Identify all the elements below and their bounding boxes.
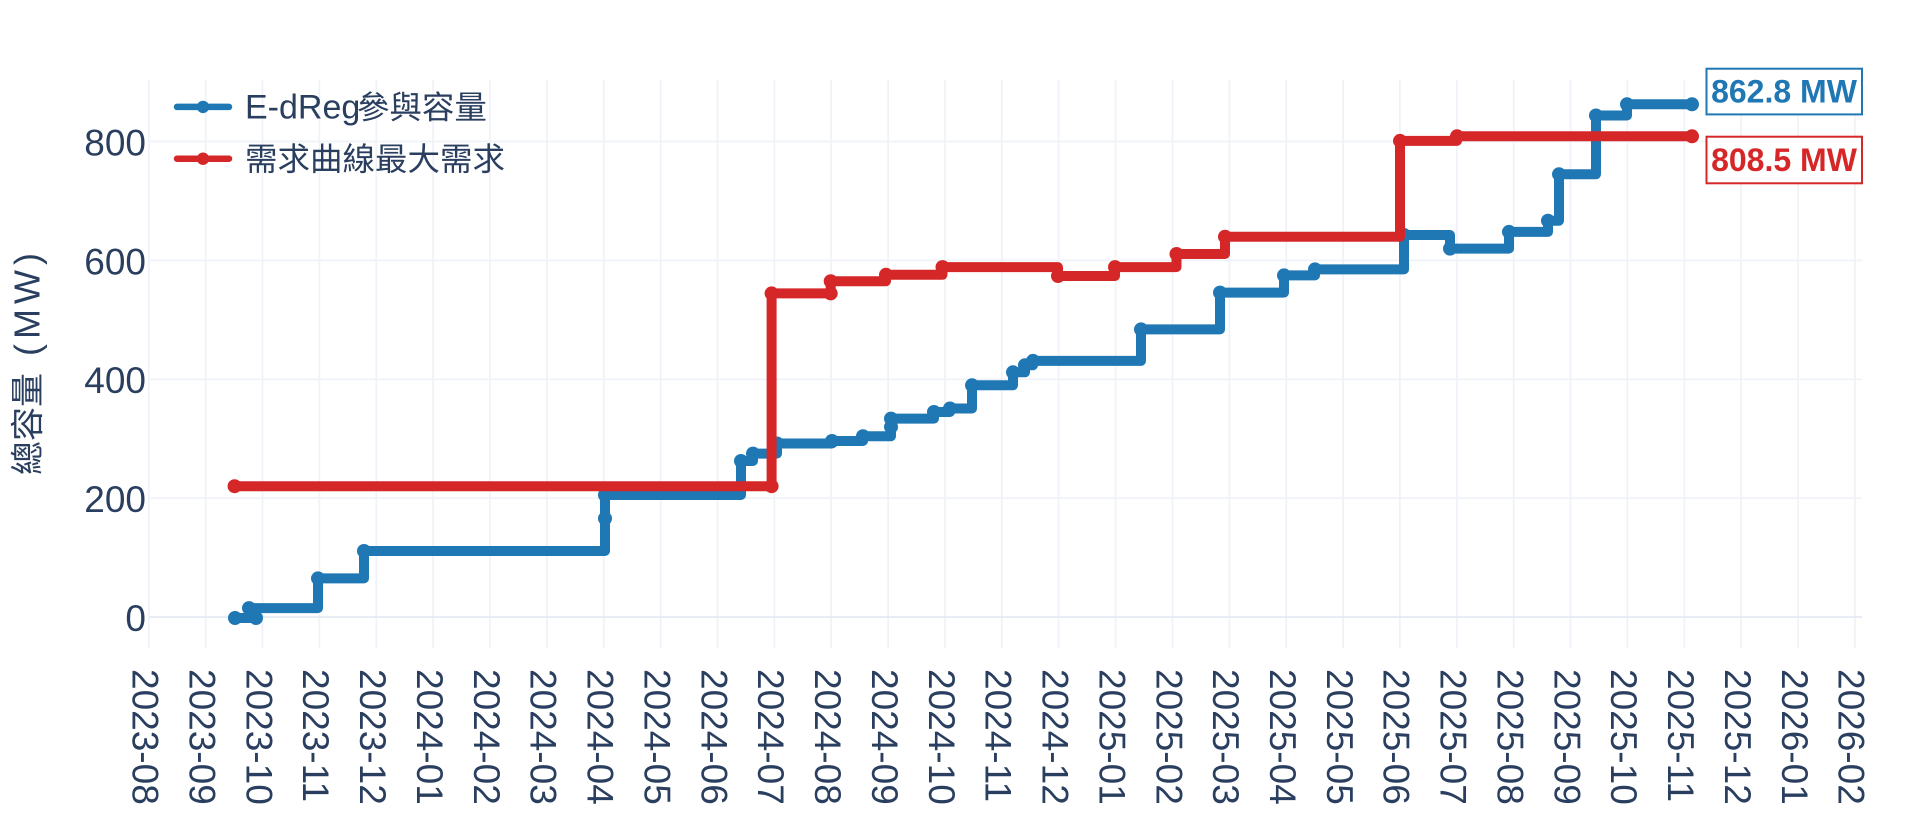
svg-text:808.5 MW: 808.5 MW [1711,142,1858,178]
svg-text:2025-06: 2025-06 [1376,669,1417,805]
svg-text:800: 800 [84,122,146,163]
svg-text:0: 0 [125,598,146,639]
svg-text:2023-12: 2023-12 [352,669,393,805]
svg-text:2025-04: 2025-04 [1262,669,1303,805]
svg-text:E-dReg: E-dReg [245,89,360,127]
svg-text:2024-03: 2024-03 [523,669,564,805]
svg-text:(MW): (MW) [7,248,48,371]
svg-text:2024-10: 2024-10 [921,669,962,805]
svg-text:2024-05: 2024-05 [636,669,677,805]
svg-text:2023-11: 2023-11 [295,669,336,802]
svg-text:2026-02: 2026-02 [1831,669,1872,805]
svg-text:2025-03: 2025-03 [1205,669,1246,805]
svg-text:2025-01: 2025-01 [1091,669,1132,805]
svg-text:2025-10: 2025-10 [1603,669,1644,805]
svg-text:2023-08: 2023-08 [125,669,166,805]
svg-text:400: 400 [84,360,146,401]
svg-text:2025-08: 2025-08 [1490,669,1531,805]
svg-text:2024-02: 2024-02 [466,669,507,805]
svg-text:2023-10: 2023-10 [238,669,279,805]
svg-text:2024-06: 2024-06 [693,669,734,805]
svg-text:2026-01: 2026-01 [1774,669,1815,805]
svg-text:2024-01: 2024-01 [409,669,450,805]
svg-text:2025-11: 2025-11 [1660,669,1701,802]
svg-text:2025-07: 2025-07 [1433,669,1474,805]
svg-text:2025-09: 2025-09 [1546,669,1587,805]
svg-text:200: 200 [84,479,146,520]
svg-text:2025-12: 2025-12 [1717,669,1758,805]
svg-text:862.8 MW: 862.8 MW [1711,74,1858,110]
svg-text:2024-12: 2024-12 [1035,669,1076,805]
svg-text:2024-11: 2024-11 [978,669,1019,802]
svg-text:2024-04: 2024-04 [580,669,621,805]
svg-text:600: 600 [84,241,146,282]
svg-text:2025-05: 2025-05 [1319,669,1360,805]
svg-text:2025-02: 2025-02 [1148,669,1189,805]
svg-text:2024-09: 2024-09 [864,669,905,805]
svg-text:2024-07: 2024-07 [750,669,791,805]
svg-text:2023-09: 2023-09 [182,669,223,805]
svg-text:2024-08: 2024-08 [807,669,848,805]
